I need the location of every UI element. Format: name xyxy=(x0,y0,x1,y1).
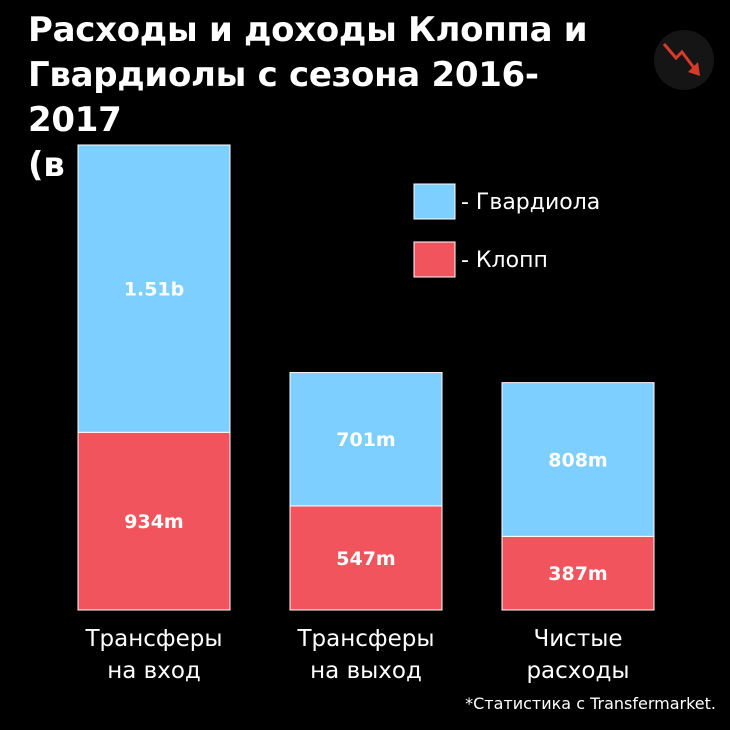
category-label-0-0: Трансферы xyxy=(84,626,222,652)
category-labels-layer: Трансферы на вход Трансферы на выход Чистые р… xyxy=(84,626,629,684)
data-label-klopp-0: 934m xyxy=(124,511,183,533)
category-label-1-1: на выход xyxy=(310,658,422,684)
chart-title: Расходы и доходы Клоппа и Гвардиолы с се… xyxy=(28,10,588,185)
data-label-klopp-1: 547m xyxy=(336,548,395,570)
legend-label-1: - Клопп xyxy=(461,248,548,273)
bar-guardiola-2 xyxy=(501,382,655,537)
bars-layer xyxy=(77,144,655,611)
data-label-klopp-2: 387m xyxy=(548,563,607,585)
bar-klopp-1 xyxy=(289,505,443,611)
bar-guardiola-1 xyxy=(289,372,443,507)
data-labels-layer: 934m 1.51b 547m 701m 387m 808m xyxy=(124,279,608,586)
category-label-2-0: Чистые xyxy=(533,626,622,652)
legend: - Гвардиола - Клопп xyxy=(413,183,600,278)
bar-klopp-0 xyxy=(77,431,231,611)
legend-swatch-0 xyxy=(413,183,456,220)
data-label-guardiola-0: 1.51b xyxy=(124,279,184,301)
bar-klopp-2 xyxy=(501,535,655,611)
category-label-1-0: Трансферы xyxy=(296,626,434,652)
data-label-guardiola-2: 808m xyxy=(548,450,607,472)
bar-guardiola-0 xyxy=(77,144,231,433)
logo xyxy=(654,30,714,90)
footnote: *Статистика с Transfermarket. xyxy=(465,694,716,713)
category-label-0-1: на вход xyxy=(107,658,201,684)
legend-label-0: - Гвардиола xyxy=(461,190,600,215)
legend-swatch-1 xyxy=(413,241,456,278)
data-label-guardiola-1: 701m xyxy=(336,429,395,451)
category-label-2-1: расходы xyxy=(526,658,629,684)
trend-down-arrow-icon xyxy=(662,43,700,76)
